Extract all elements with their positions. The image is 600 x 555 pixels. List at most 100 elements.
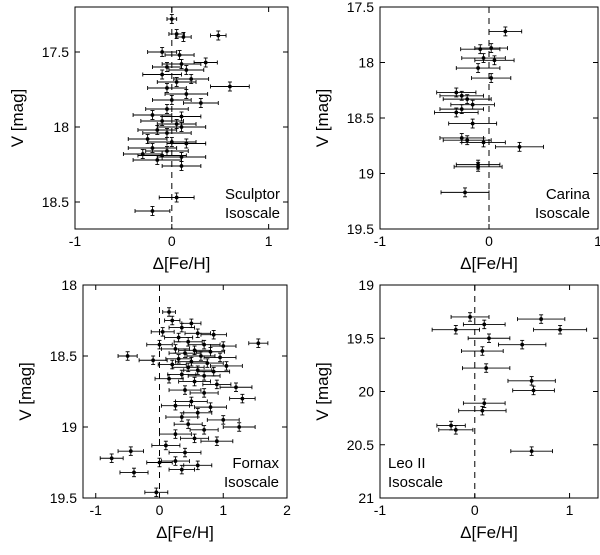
y-axis-label: V [mag] [8,89,27,148]
data-point [453,161,503,172]
data-point [175,32,192,42]
data-marker [470,121,475,126]
data-marker [179,325,184,330]
y-tick-label: 18.5 [347,110,374,126]
panel-annotation-name: Fornax [232,455,279,472]
data-point [461,137,506,148]
data-marker [184,68,189,72]
data-marker [503,29,508,34]
y-tick-label: 20 [358,384,374,400]
data-point [460,44,501,55]
data-marker [183,388,187,392]
data-marker [189,399,194,404]
data-marker [125,354,130,358]
data-marker [179,114,184,119]
data-point [146,457,173,468]
panel-annotation-name: Sculptor [225,186,280,203]
data-marker [165,86,169,90]
data-point [189,425,219,435]
y-tick-label: 19 [358,277,374,293]
panel-annotation-method: Isoscale [225,205,280,222]
data-point [210,361,243,371]
data-marker [157,460,162,465]
y-tick-label: 18.5 [42,194,69,210]
data-marker [155,158,160,162]
data-point [442,94,492,105]
x-tick-label: 1 [594,233,600,249]
data-point [467,333,511,343]
data-point [182,98,219,108]
data-point [186,351,216,361]
data-point [117,446,145,456]
data-marker [179,155,184,159]
data-marker [481,56,486,60]
data-marker [160,72,165,77]
data-marker [211,332,216,337]
data-point [174,396,208,407]
data-point [203,352,237,363]
data-marker [480,349,485,353]
data-point [440,187,490,198]
data-point [144,487,169,498]
data-point [138,355,168,365]
y-tick-label: 17.5 [42,44,69,60]
data-marker [203,60,208,65]
x-axis-label: Δ[Fe/H] [460,254,518,273]
data-point [168,29,185,39]
x-tick-label: -1 [374,502,387,518]
y-tick-label: 21 [358,490,374,506]
data-marker [173,347,178,351]
data-marker [169,140,174,144]
data-point [474,55,515,66]
data-marker [529,378,534,383]
data-point [142,128,192,138]
panel-annotation-method: Isoscale [535,205,590,222]
x-tick-label: 1 [566,502,574,518]
data-point [166,14,178,24]
data-point [164,89,209,99]
data-point [219,382,253,392]
data-point [147,137,197,147]
data-marker [151,358,156,363]
data-marker [165,149,169,153]
panel-sculptor: -1 0 1 17.5 18 18.5 Δ[Fe/H] V [mag] Sculptor Isos… [8,6,289,273]
data-marker [482,322,487,327]
x-tick-label: 1 [265,233,273,249]
data-marker [202,391,207,395]
data-point [200,436,234,446]
data-point [181,318,202,329]
data-point [210,81,250,92]
data-point [160,400,190,411]
y-tick-label: 17.5 [347,0,374,15]
data-marker [487,336,491,341]
x-tick-label: -1 [90,502,103,518]
data-marker [234,385,238,390]
data-marker [140,152,145,156]
data-marker [145,137,150,141]
data-point [119,467,149,478]
data-marker [195,410,200,415]
data-marker [468,315,472,319]
data-point [206,415,240,425]
data-marker [179,125,184,129]
data-point [166,138,207,149]
data-point [145,104,189,114]
data-point [184,328,211,338]
data-marker [174,122,179,126]
data-marker [218,355,222,360]
data-point [171,362,205,373]
data-marker [173,459,178,463]
data-marker [492,58,497,63]
data-point [137,125,178,135]
data-marker [195,331,200,336]
data-marker [199,354,203,358]
x-axis-label: Δ[Fe/H] [153,254,211,273]
data-point [512,385,555,396]
data-marker [476,66,480,70]
data-point [462,363,511,373]
data-marker [470,102,475,107]
data-marker [177,53,182,57]
data-point [178,376,211,387]
data-point [461,53,506,63]
